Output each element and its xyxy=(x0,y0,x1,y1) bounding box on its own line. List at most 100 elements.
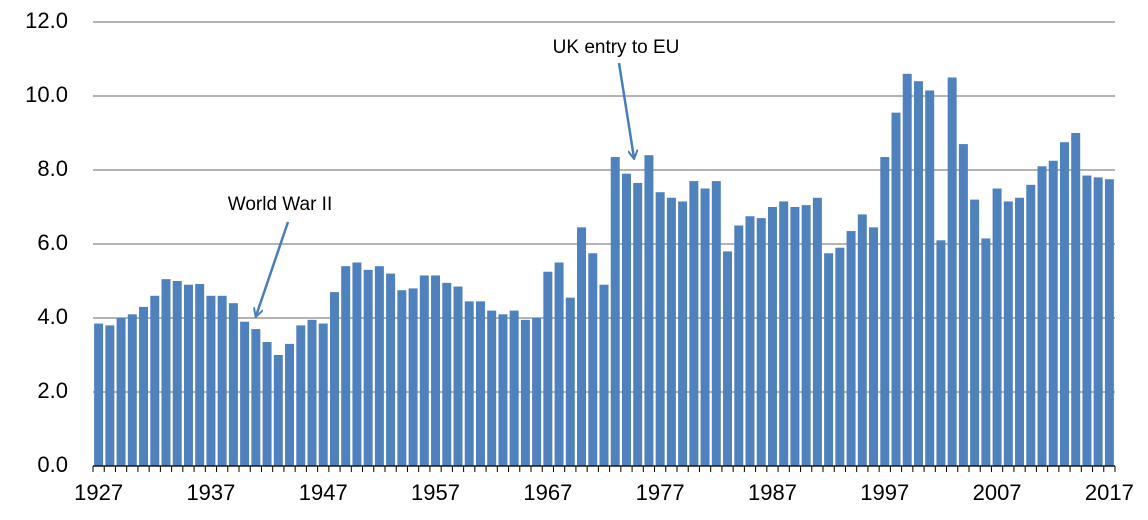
bar xyxy=(891,112,901,467)
bar xyxy=(442,282,452,466)
bar xyxy=(285,343,295,466)
bar xyxy=(689,181,699,466)
bar xyxy=(1003,201,1013,466)
bar xyxy=(341,266,351,466)
bar xyxy=(520,319,530,466)
bar xyxy=(981,238,991,466)
bar xyxy=(812,197,822,466)
bar xyxy=(857,214,867,466)
bar xyxy=(824,253,834,466)
bar xyxy=(228,303,238,466)
bar xyxy=(1048,160,1058,466)
bar xyxy=(543,271,553,466)
bar xyxy=(217,295,227,466)
bar xyxy=(1015,197,1025,466)
x-tick-label: 2007 xyxy=(973,480,1022,505)
bar xyxy=(296,325,306,466)
bar xyxy=(1093,177,1103,466)
bar xyxy=(408,288,418,466)
bar xyxy=(734,225,744,466)
bar xyxy=(127,314,137,466)
bar xyxy=(183,284,193,466)
bar xyxy=(655,192,665,466)
bar xyxy=(206,295,216,466)
bar xyxy=(475,301,485,466)
bar xyxy=(161,279,171,466)
bar xyxy=(262,342,272,466)
annotations: UK entry to EU World War II xyxy=(228,30,716,316)
bar xyxy=(453,286,463,466)
bar xyxy=(913,81,923,466)
bar xyxy=(565,297,575,466)
bar xyxy=(633,182,643,466)
x-tick-label: 1977 xyxy=(636,480,685,505)
bar xyxy=(374,266,384,466)
annotation-bg xyxy=(518,30,716,64)
bar xyxy=(992,188,1002,466)
x-tick-label: 1967 xyxy=(523,480,572,505)
bar xyxy=(318,323,328,466)
bar xyxy=(554,262,564,466)
bar xyxy=(195,283,205,466)
bar xyxy=(509,310,519,466)
bar xyxy=(487,310,497,466)
bar xyxy=(363,269,373,466)
bar xyxy=(1026,184,1036,467)
bar xyxy=(779,201,789,466)
bar xyxy=(711,181,721,466)
bar xyxy=(621,173,631,466)
bar xyxy=(532,318,542,466)
bar xyxy=(1104,179,1114,466)
bar xyxy=(723,251,733,466)
bar xyxy=(172,281,182,466)
bar xyxy=(94,323,104,466)
bar xyxy=(329,292,339,466)
bar xyxy=(745,216,755,466)
y-tick-label: 2.0 xyxy=(37,378,68,403)
x-tick-label: 1927 xyxy=(74,480,123,505)
bar xyxy=(150,295,160,466)
bar xyxy=(869,227,879,466)
x-tick-label: 1987 xyxy=(748,480,797,505)
annotation-arrow xyxy=(617,62,634,158)
bar xyxy=(767,207,777,466)
x-tick-label: 1957 xyxy=(411,480,460,505)
y-tick-label: 10.0 xyxy=(25,82,68,107)
bar xyxy=(1059,142,1069,466)
bar xyxy=(936,240,946,466)
bar xyxy=(397,290,407,466)
bar xyxy=(352,262,362,466)
y-tick-label: 0.0 xyxy=(37,452,68,477)
bar xyxy=(599,284,609,466)
annotation-arrow xyxy=(256,221,290,316)
y-tick-label: 8.0 xyxy=(37,156,68,181)
bar xyxy=(240,321,250,466)
bar xyxy=(419,275,429,466)
annotation: UK entry to EU xyxy=(553,37,680,58)
x-tick-label: 1937 xyxy=(186,480,235,505)
bar xyxy=(1082,175,1092,467)
bar xyxy=(116,318,126,466)
y-tick-label: 4.0 xyxy=(37,304,68,329)
bar xyxy=(925,90,935,466)
bar xyxy=(431,275,441,466)
bar xyxy=(644,155,654,466)
bar xyxy=(700,188,710,466)
bar xyxy=(801,205,811,466)
bar xyxy=(273,355,283,466)
bar xyxy=(678,201,688,466)
bar xyxy=(902,73,912,467)
y-tick-label: 6.0 xyxy=(37,230,68,255)
bar xyxy=(835,247,845,466)
bar xyxy=(947,77,957,466)
bar xyxy=(846,231,856,466)
annotation: World War II xyxy=(228,194,333,215)
bar xyxy=(386,273,396,466)
y-tick-label: 12.0 xyxy=(25,8,68,33)
x-tick-label: 2017 xyxy=(1085,480,1134,505)
bar xyxy=(251,329,261,466)
bar xyxy=(1037,166,1047,467)
bar xyxy=(970,199,980,466)
